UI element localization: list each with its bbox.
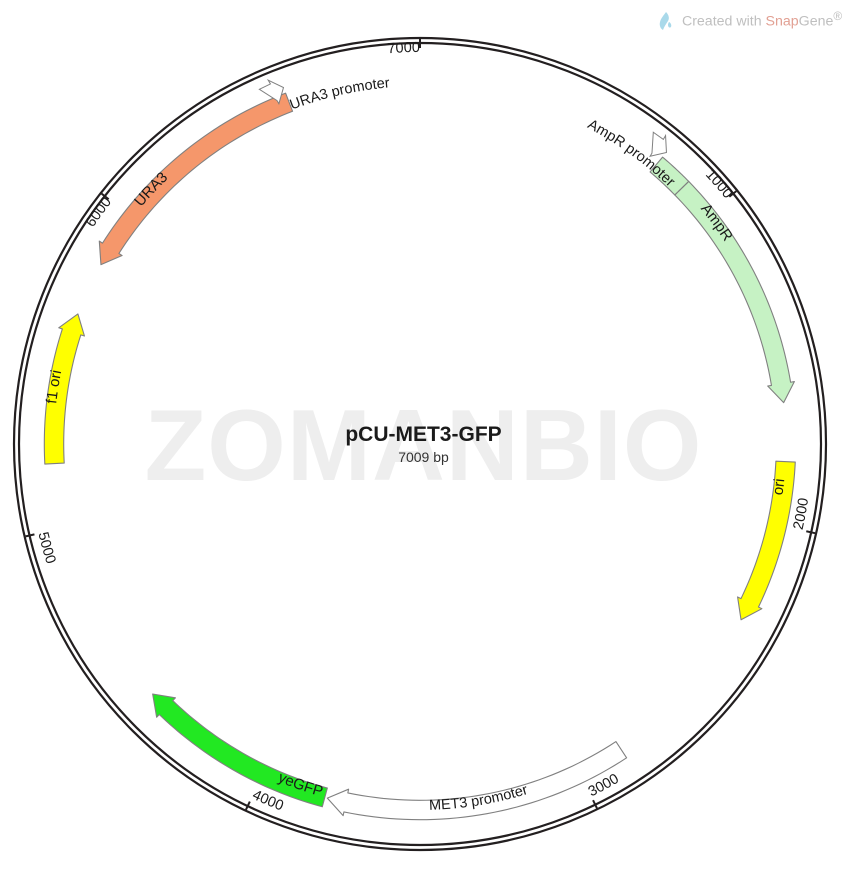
svg-text:MET3 promoter: MET3 promoter xyxy=(429,782,530,814)
svg-text:URA3 promoter: URA3 promoter xyxy=(288,75,391,113)
svg-text:5000: 5000 xyxy=(34,531,58,566)
